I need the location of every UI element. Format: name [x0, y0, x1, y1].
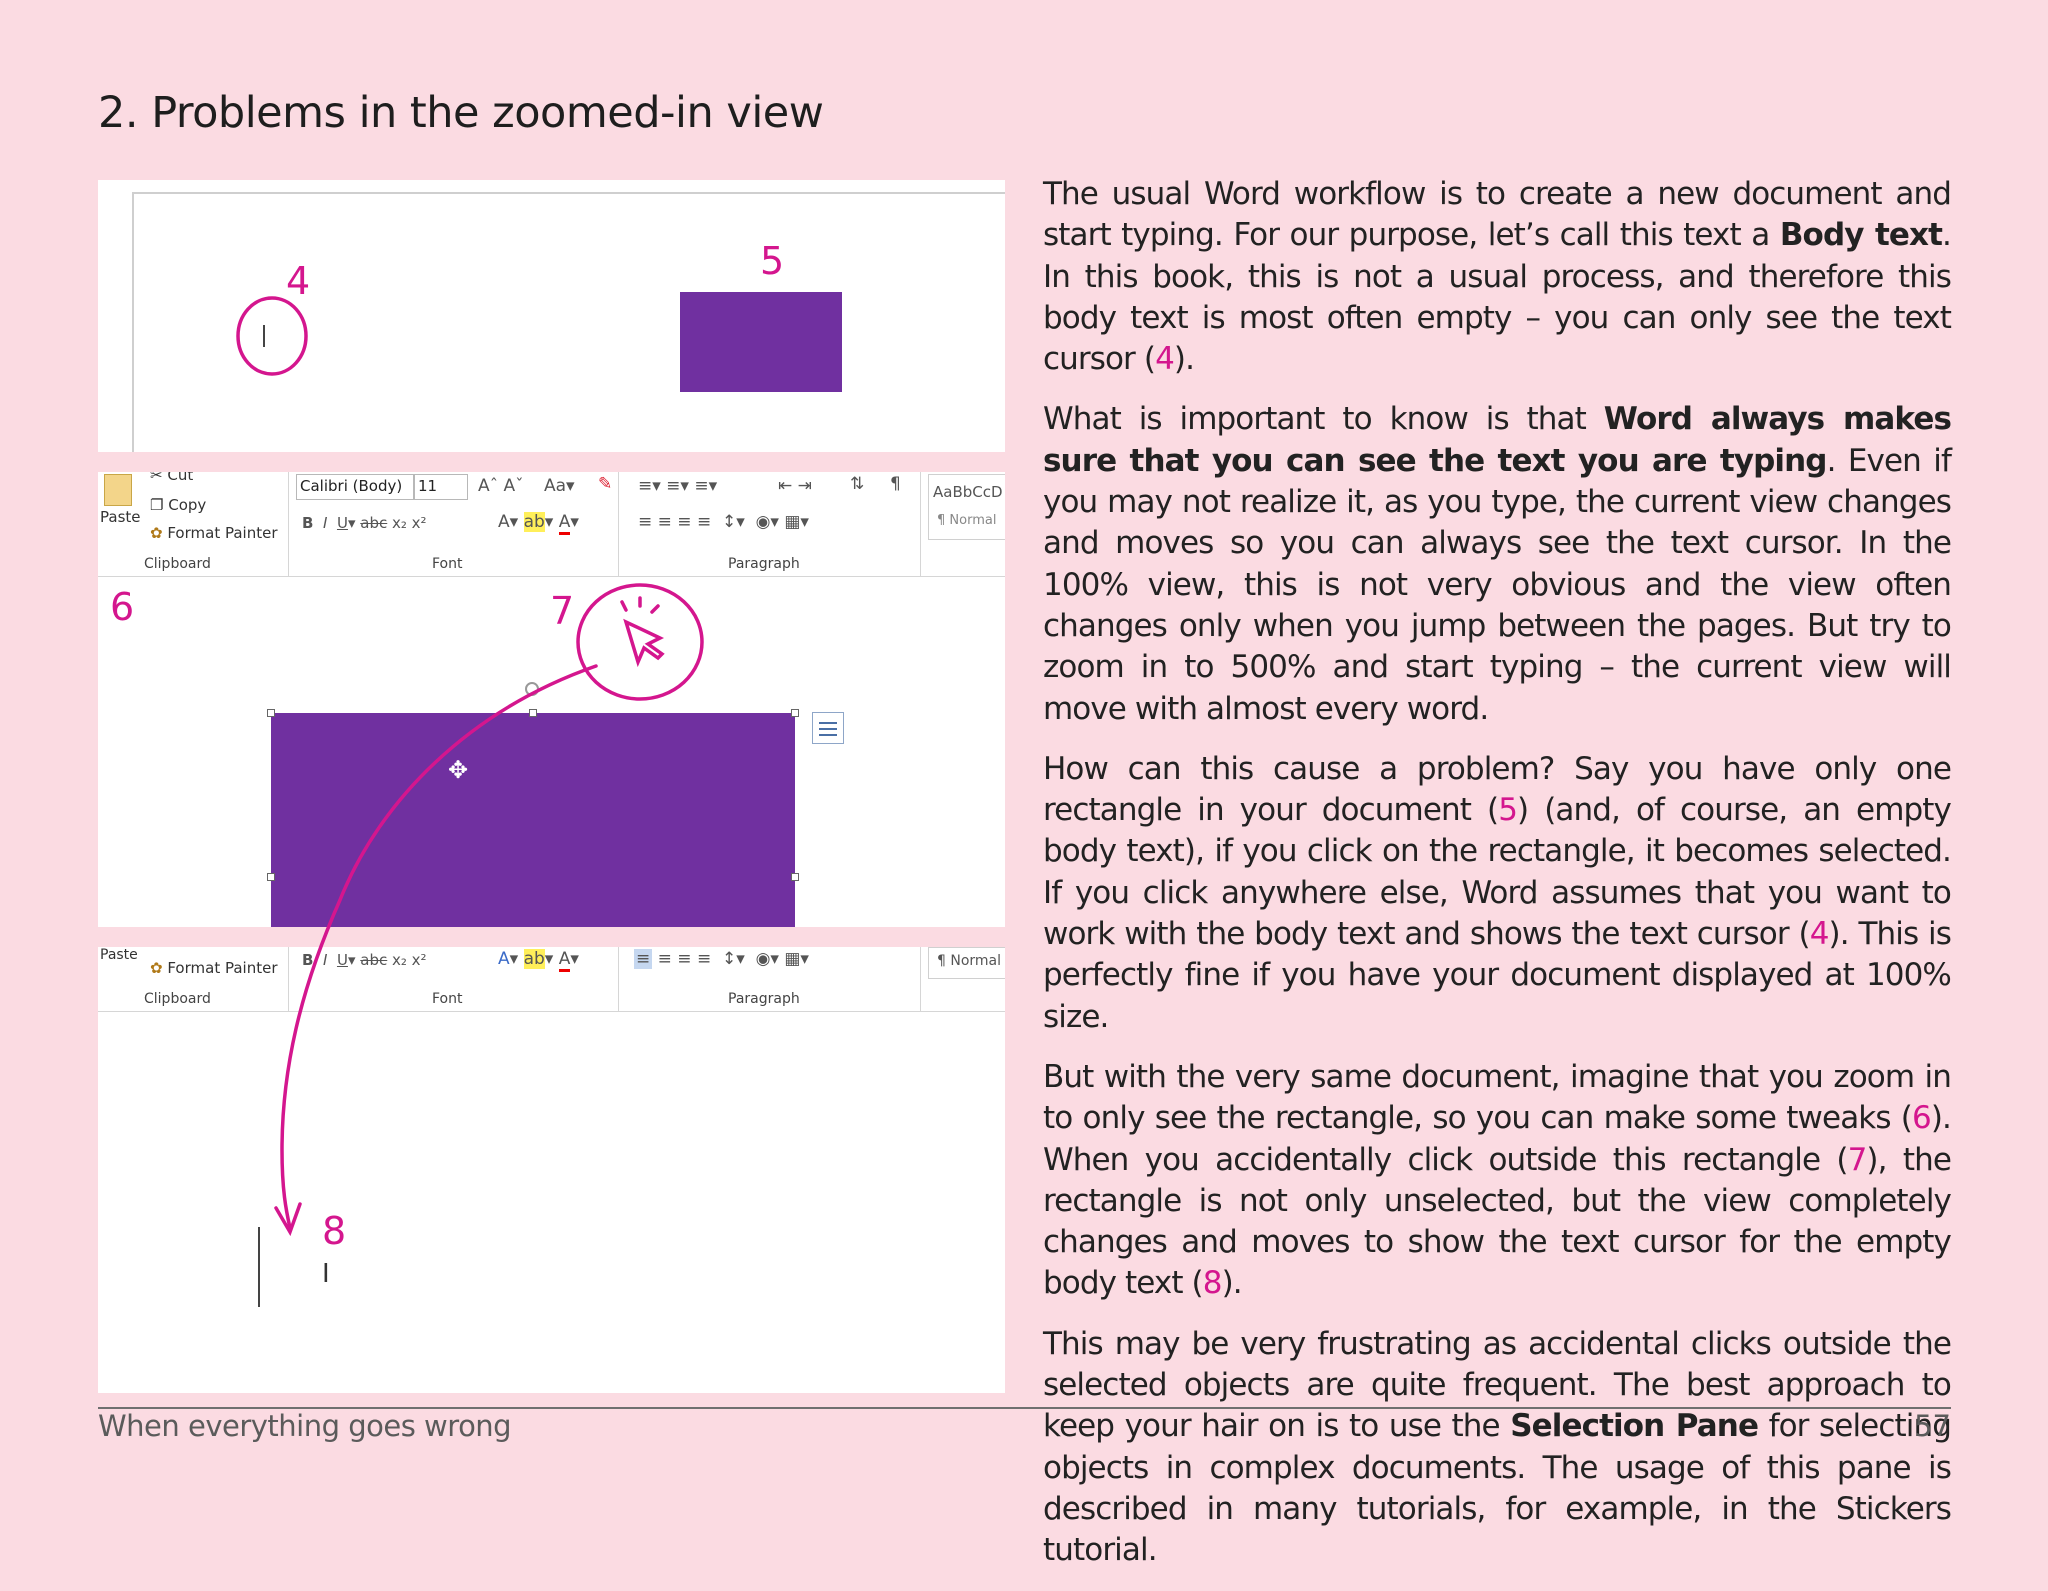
- paragraph-4: But with the very same document, imagine…: [1043, 1058, 1952, 1302]
- selection-handle[interactable]: [791, 709, 799, 717]
- page-title: 2. Problems in the zoomed-in view: [98, 88, 824, 138]
- cut-button[interactable]: ✂ Cut: [150, 472, 193, 484]
- font-group-label: Font: [432, 556, 463, 572]
- screenshot-view-jumped: Paste ✿ Format Painter Clipboard B I U▾ …: [98, 947, 1005, 1393]
- move-cursor-icon: ✥: [448, 756, 469, 784]
- screenshot-document-overview: [98, 180, 1005, 452]
- purple-rectangle[interactable]: [680, 292, 842, 392]
- copy-icon: ❐: [150, 496, 169, 514]
- paragraph-3: How can this cause a problem? Say you ha…: [1043, 750, 1952, 1035]
- selection-handle[interactable]: [791, 873, 799, 881]
- ref-7: 7: [1847, 1141, 1868, 1178]
- text-effects-icons[interactable]: A▾ ab▾ A▾: [498, 512, 579, 535]
- ref-6: 6: [1912, 1100, 1932, 1137]
- annotation-7: 7: [550, 589, 575, 633]
- style-normal-label: ¶ Normal: [937, 513, 997, 528]
- styles-gallery[interactable]: ¶ Normal: [928, 947, 1005, 979]
- font-format-icons[interactable]: B I U▾ abc x₂ x²: [302, 514, 427, 532]
- paragraph-5: This may be very frustrating as accident…: [1043, 1325, 1952, 1569]
- font-size-select[interactable]: 11: [414, 474, 468, 500]
- selection-handle[interactable]: [529, 709, 537, 717]
- annotation-4: 4: [286, 259, 311, 303]
- paste-button[interactable]: Paste: [100, 947, 138, 963]
- paragraph-group-label: Paragraph: [728, 556, 800, 572]
- selection-handle[interactable]: [267, 873, 275, 881]
- page-border: [132, 192, 1005, 452]
- font-format-icons[interactable]: B I U▾ abc x₂ x²: [302, 951, 427, 969]
- scissors-icon: ✂: [150, 472, 168, 484]
- purple-rectangle-selected[interactable]: [271, 713, 795, 927]
- alignment-icons[interactable]: ≡ ≡ ≡ ≡ ↕▾ ◉▾ ▦▾: [634, 949, 809, 969]
- format-painter-label: Format Painter: [167, 959, 278, 977]
- copy-label: Copy: [168, 496, 207, 514]
- change-case-icon[interactable]: Aa▾: [544, 476, 575, 496]
- i-beam-cursor-icon: I: [322, 1259, 330, 1289]
- brush-icon: ✿: [150, 524, 168, 542]
- text-cursor: [258, 1227, 260, 1307]
- footer-chapter: When everything goes wrong: [98, 1409, 512, 1443]
- font-group-label: Font: [432, 991, 463, 1007]
- cut-label: Cut: [167, 472, 194, 484]
- annotation-6: 6: [110, 585, 135, 629]
- annotation-8: 8: [322, 1209, 347, 1253]
- alignment-icons[interactable]: ≡ ≡ ≡ ≡ ↕▾ ◉▾ ▦▾: [638, 512, 809, 532]
- paragraph-2: What is important to know is that Word a…: [1043, 401, 1952, 727]
- layout-options-icon[interactable]: [812, 712, 844, 744]
- sort-icon[interactable]: ⇅: [850, 474, 865, 494]
- annotation-5: 5: [760, 239, 785, 283]
- pilcrow-icon[interactable]: ¶: [890, 474, 901, 494]
- clipboard-group-label: Clipboard: [144, 991, 211, 1007]
- paragraph-group-label: Paragraph: [728, 991, 800, 1007]
- screenshot-zoomed-selected: Paste ✂ Cut ❐ Copy ✿ Format Painter Clip…: [98, 472, 1005, 927]
- ribbon: Paste ✂ Cut ❐ Copy ✿ Format Painter Clip…: [98, 472, 1005, 577]
- style-preview: AaBbCcD: [933, 483, 1003, 501]
- styles-gallery[interactable]: AaBbCcD ¶ Normal: [928, 474, 1005, 540]
- ribbon: Paste ✿ Format Painter Clipboard B I U▾ …: [98, 947, 1005, 1012]
- grow-font-icon[interactable]: Aˆ Aˇ: [478, 476, 524, 496]
- format-painter-button[interactable]: ✿ Format Painter: [150, 959, 278, 977]
- copy-button[interactable]: ❐ Copy: [150, 496, 206, 514]
- brush-icon: ✿: [150, 959, 168, 977]
- clear-formatting-icon[interactable]: ✎: [598, 474, 613, 494]
- ref-8: 8: [1202, 1265, 1223, 1302]
- font-name-select[interactable]: Calibri (Body): [296, 474, 414, 500]
- paste-icon: [104, 474, 132, 506]
- paste-button[interactable]: Paste: [100, 508, 141, 526]
- rotate-handle-icon[interactable]: [525, 682, 539, 696]
- selection-handle[interactable]: [267, 709, 275, 717]
- paragraph-1: The usual Word workflow is to create a n…: [1043, 176, 1952, 378]
- body-text: The usual Word workflow is to create a n…: [1043, 174, 1952, 1591]
- page-number: 57: [1914, 1409, 1951, 1443]
- ref-4: 4: [1809, 916, 1830, 953]
- footer-rule: [98, 1407, 1951, 1409]
- clipboard-group-label: Clipboard: [144, 556, 211, 572]
- style-normal-label: ¶ Normal: [937, 953, 1002, 969]
- ref-4: 4: [1155, 341, 1175, 378]
- format-painter-button[interactable]: ✿ Format Painter: [150, 524, 278, 542]
- text-effects-icons[interactable]: A▾ ab▾ A▾: [498, 949, 579, 972]
- ref-5: 5: [1498, 792, 1518, 829]
- text-cursor: [263, 325, 265, 347]
- format-painter-label: Format Painter: [167, 524, 278, 542]
- list-icons[interactable]: ≡▾ ≡▾ ≡▾: [638, 476, 718, 496]
- indent-icons[interactable]: ⇤ ⇥: [778, 476, 812, 496]
